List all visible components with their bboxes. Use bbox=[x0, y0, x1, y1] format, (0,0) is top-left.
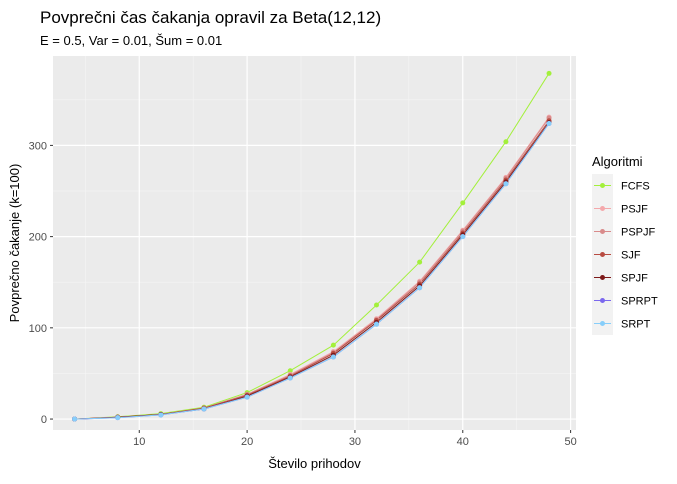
legend-key-point bbox=[600, 252, 605, 257]
data-point-fcfs bbox=[460, 200, 466, 206]
legend-key-point bbox=[600, 206, 605, 211]
legend-item-spjf: SPJF bbox=[592, 266, 648, 289]
series-line-fcfs bbox=[74, 73, 550, 420]
data-point-srpt bbox=[460, 234, 466, 240]
data-point-srpt bbox=[72, 416, 78, 422]
legend-key-point bbox=[600, 183, 605, 188]
data-point-srpt bbox=[287, 375, 293, 381]
legend: Algoritmi FCFS PSJF PSPJF SJF SPJF SPRPT SRPT bbox=[592, 154, 658, 335]
major-gridlines bbox=[53, 56, 576, 430]
legend-key-point bbox=[600, 229, 605, 234]
legend-title: Algoritmi bbox=[592, 154, 643, 169]
chart-subtitle: E = 0.5, Var = 0.01, Šum = 0.01 bbox=[40, 33, 222, 48]
legend-label: FCFS bbox=[621, 181, 650, 193]
data-point-srpt bbox=[503, 181, 509, 187]
data-point-fcfs bbox=[374, 302, 380, 308]
y-axis-title: Povprečno čakanje (k=100) bbox=[7, 164, 22, 323]
legend-item-sjf: SJF bbox=[592, 243, 641, 266]
legend-label: SRPT bbox=[621, 319, 651, 331]
y-tick-label: 300 bbox=[29, 140, 47, 152]
data-point-srpt bbox=[115, 415, 121, 421]
x-tick-label: 20 bbox=[241, 436, 253, 448]
legend-item-psjf: PSJF bbox=[592, 197, 648, 220]
legend-item-sprpt: SPRPT bbox=[592, 289, 658, 312]
data-point-srpt bbox=[330, 354, 336, 360]
x-tick-label: 40 bbox=[457, 436, 469, 448]
data-point-fcfs bbox=[287, 368, 293, 374]
series-line-srpt bbox=[74, 123, 550, 420]
y-tick-label: 0 bbox=[41, 414, 47, 426]
x-axis-title: Število prihodov bbox=[268, 456, 361, 471]
legend-label: PSPJF bbox=[621, 227, 656, 239]
legend-item-fcfs: FCFS bbox=[592, 174, 650, 197]
x-axis: 10 20 30 40 50 bbox=[133, 430, 577, 448]
series-lines bbox=[74, 73, 550, 420]
data-point-srpt bbox=[244, 394, 250, 400]
legend-key-point bbox=[600, 298, 605, 303]
series-points bbox=[72, 70, 552, 422]
data-point-fcfs bbox=[503, 139, 509, 145]
legend-label: PSJF bbox=[621, 204, 648, 216]
legend-key-point bbox=[600, 275, 605, 280]
x-tick-label: 10 bbox=[133, 436, 145, 448]
y-axis: 0 100 200 300 bbox=[29, 140, 53, 426]
legend-label: SPRPT bbox=[621, 296, 658, 308]
data-point-fcfs bbox=[330, 342, 336, 348]
legend-label: SJF bbox=[621, 250, 641, 262]
y-tick-label: 100 bbox=[29, 323, 47, 335]
legend-item-srpt: SRPT bbox=[592, 312, 651, 335]
data-point-srpt bbox=[417, 285, 423, 291]
legend-label: SPJF bbox=[621, 273, 648, 285]
plot-panel bbox=[53, 56, 576, 430]
data-point-srpt bbox=[158, 412, 164, 418]
data-point-srpt bbox=[374, 321, 380, 327]
x-tick-label: 30 bbox=[349, 436, 361, 448]
data-point-fcfs bbox=[417, 259, 423, 265]
x-tick-label: 50 bbox=[564, 436, 576, 448]
legend-item-pspjf: PSPJF bbox=[592, 220, 656, 243]
y-tick-label: 200 bbox=[29, 232, 47, 244]
data-point-srpt bbox=[201, 406, 207, 412]
legend-key-point bbox=[600, 321, 605, 326]
chart-title: Povprečni čas čakanja opravil za Beta(12… bbox=[40, 8, 381, 27]
data-point-srpt bbox=[546, 121, 552, 127]
data-point-fcfs bbox=[546, 70, 552, 76]
minor-gridlines bbox=[53, 56, 576, 430]
